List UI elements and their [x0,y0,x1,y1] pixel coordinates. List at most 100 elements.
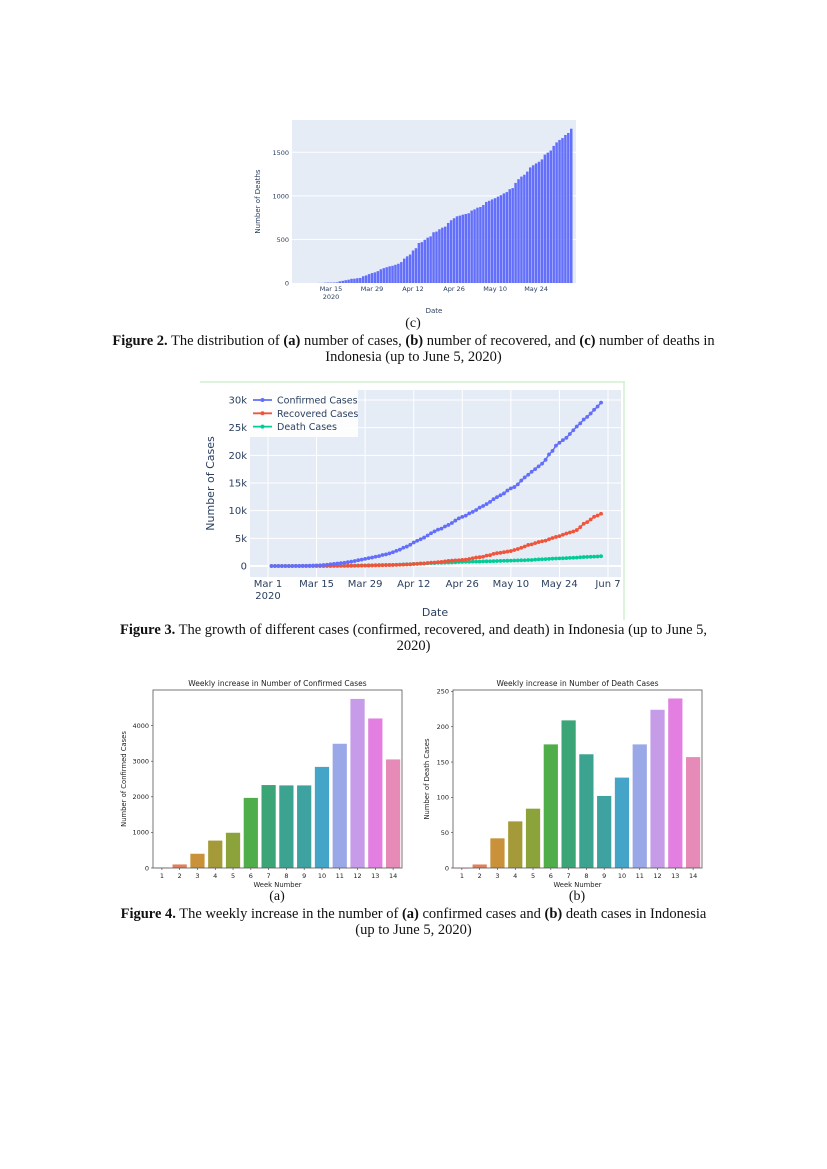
data-point [429,531,433,536]
data-point [401,545,406,550]
x-tick-label: 13 [671,872,679,880]
data-point [439,559,444,564]
y-axis-label: Number of Deaths [254,169,262,233]
legend-label: Death Cases [277,422,337,433]
data-point [522,475,527,480]
x-tick-label: 9 [302,872,306,880]
data-point [536,540,541,544]
x-tick-label: May 24 [541,579,578,590]
x-tick-label: Mar 1 [254,579,282,590]
data-point [314,563,319,568]
data-point [550,536,555,540]
data-point [529,542,534,547]
data-point [522,544,527,549]
bar [388,266,391,283]
data-point [318,563,322,568]
figure-4b-sublabel: (b) [568,889,586,904]
data-point [387,551,392,556]
data-point [581,521,586,526]
bar [517,179,520,283]
data-point [467,559,472,564]
bar [382,268,385,283]
data-point [488,553,492,558]
data-point [526,558,531,562]
bar [597,795,612,868]
data-point [436,560,440,565]
bar [511,188,514,283]
bar [432,232,435,283]
data-point [491,551,496,556]
y-tick-label: 250 [437,688,449,696]
x-tick-label: 6 [249,872,253,880]
data-point [408,542,413,547]
bar [408,254,412,283]
data-point [536,557,541,562]
data-point [560,532,565,537]
y-tick-label: 5k [235,534,247,545]
data-point [502,550,506,555]
figure-2-caption: Figure 2. The distribution of (a) number… [110,333,717,365]
chart-title: Weekly increase in Number of Death Cases [496,679,658,688]
data-point [443,559,447,564]
bar [356,278,359,283]
data-point [456,516,461,521]
x-tick-label: Apr 12 [402,285,424,293]
data-point [356,563,361,568]
figure-4a-sublabel: (a) [269,889,285,904]
bar [526,171,529,283]
figure-4-label: Figure 4. [120,906,176,922]
data-point [397,562,402,567]
weekly-deaths-chart: Weekly increase in Number of Death Cases… [423,679,703,889]
y-axis-label: Number of Cases [204,436,217,531]
data-point [571,529,576,534]
data-point [512,485,517,489]
data-point [470,559,475,564]
x-tick-label: 14 [689,872,697,880]
data-point [599,554,603,559]
bar [555,142,558,283]
x-tick-label: 8 [584,872,588,880]
x-tick-label: Mar 15 [299,579,334,590]
data-point [446,559,451,563]
y-tick-label: 1000 [272,192,289,200]
bar [350,698,365,868]
data-point [574,528,579,532]
data-point [335,561,340,566]
x-tick-label: Mar 29 [348,579,383,590]
data-point [380,563,385,568]
data-point [574,424,579,429]
data-point [554,556,558,561]
figure-2c-sublabel: (c) [405,316,421,331]
y-tick-label: 2000 [132,793,149,801]
legend-marker [260,411,265,416]
data-point [508,558,513,563]
data-point [453,518,458,523]
data-point [564,556,569,561]
bar [487,200,491,283]
data-point [536,464,541,469]
caption-text: The distribution of [167,333,284,349]
y-tick-label: 0 [145,864,149,872]
data-point [345,560,350,565]
data-point [345,563,350,568]
data-point [557,556,562,561]
data-point [338,561,343,566]
data-point [505,549,510,554]
data-point [491,497,496,502]
data-point [470,510,475,514]
data-point [460,514,465,519]
bar [668,698,683,868]
data-point [290,564,295,568]
data-point [484,553,489,558]
x-tick-label: 5 [231,872,235,880]
x-tick-label: 2 [178,872,182,880]
data-point [370,555,374,560]
caption-ref: (c) [579,333,596,349]
y-tick-label: 0 [445,864,449,872]
bar [420,242,424,283]
legend-label: Confirmed Cases [277,396,358,407]
data-point [411,540,416,545]
data-point [588,554,593,559]
